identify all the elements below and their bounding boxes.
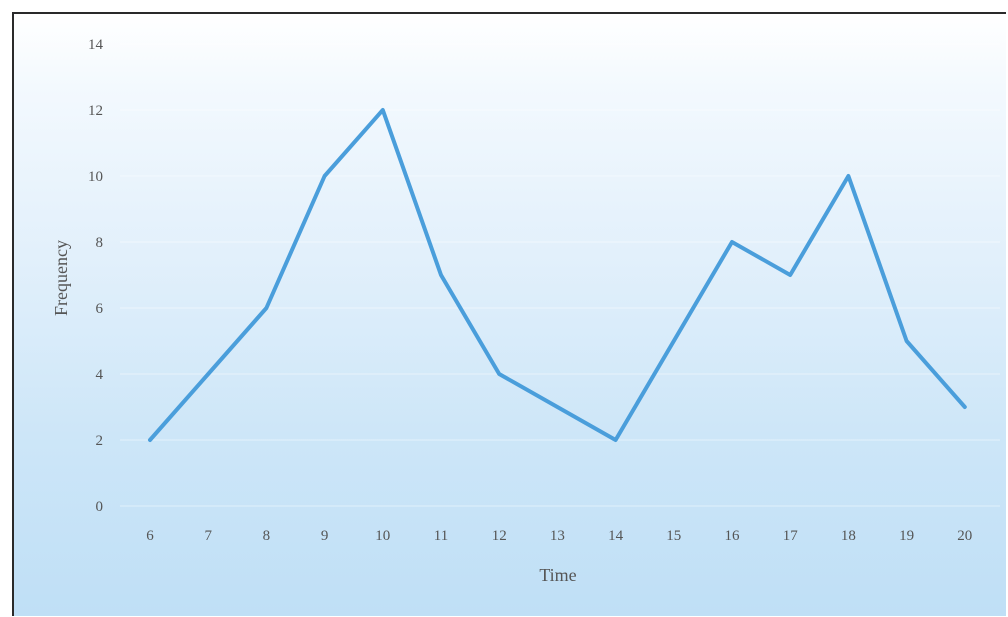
- x-tick-label: 20: [957, 528, 972, 544]
- chart-frame: [12, 12, 1006, 616]
- x-tick-label: 11: [434, 528, 448, 544]
- y-tick-label: 4: [96, 367, 104, 383]
- x-tick-label: 6: [146, 528, 154, 544]
- data-point: [672, 339, 676, 343]
- data-point: [788, 273, 792, 277]
- x-tick-label: 12: [492, 528, 507, 544]
- y-tick-label: 8: [96, 235, 104, 251]
- x-tick-label: 18: [841, 528, 856, 544]
- data-point: [905, 339, 909, 343]
- data-point: [497, 372, 501, 376]
- data-point: [148, 438, 152, 442]
- data-point: [614, 438, 618, 442]
- data-point: [846, 174, 850, 178]
- data-point: [555, 405, 559, 409]
- y-tick-labels: 0 2 4 6 8 10 12 14: [88, 37, 104, 515]
- data-point: [730, 240, 734, 244]
- data-point: [206, 372, 210, 376]
- x-tick-label: 16: [725, 528, 741, 544]
- series-line-0: [148, 108, 967, 442]
- series-layer: [148, 108, 967, 442]
- gridlines: [120, 43, 1000, 507]
- x-tick-label: 7: [204, 528, 212, 544]
- x-axis-title: Time: [539, 565, 576, 585]
- x-tick-label: 17: [783, 528, 799, 544]
- y-tick-label: 10: [88, 169, 103, 185]
- x-tick-label: 19: [899, 528, 914, 544]
- x-tick-labels: 6 7 8 9 10 11 12 13 14 15 16 17 18 19 20: [146, 528, 972, 544]
- data-point: [264, 306, 268, 310]
- data-point: [963, 405, 967, 409]
- data-point: [439, 273, 443, 277]
- x-tick-label: 14: [608, 528, 624, 544]
- data-point: [381, 108, 385, 112]
- y-tick-label: 14: [88, 37, 104, 53]
- x-tick-label: 13: [550, 528, 565, 544]
- data-point: [323, 174, 327, 178]
- x-tick-label: 8: [263, 528, 271, 544]
- y-tick-label: 0: [96, 499, 104, 515]
- x-tick-label: 15: [666, 528, 681, 544]
- x-tick-label: 9: [321, 528, 329, 544]
- y-axis-title: Frequency: [51, 240, 71, 316]
- y-tick-label: 2: [96, 433, 104, 449]
- x-tick-label: 10: [375, 528, 390, 544]
- y-tick-label: 12: [88, 103, 103, 119]
- y-tick-label: 6: [96, 301, 104, 317]
